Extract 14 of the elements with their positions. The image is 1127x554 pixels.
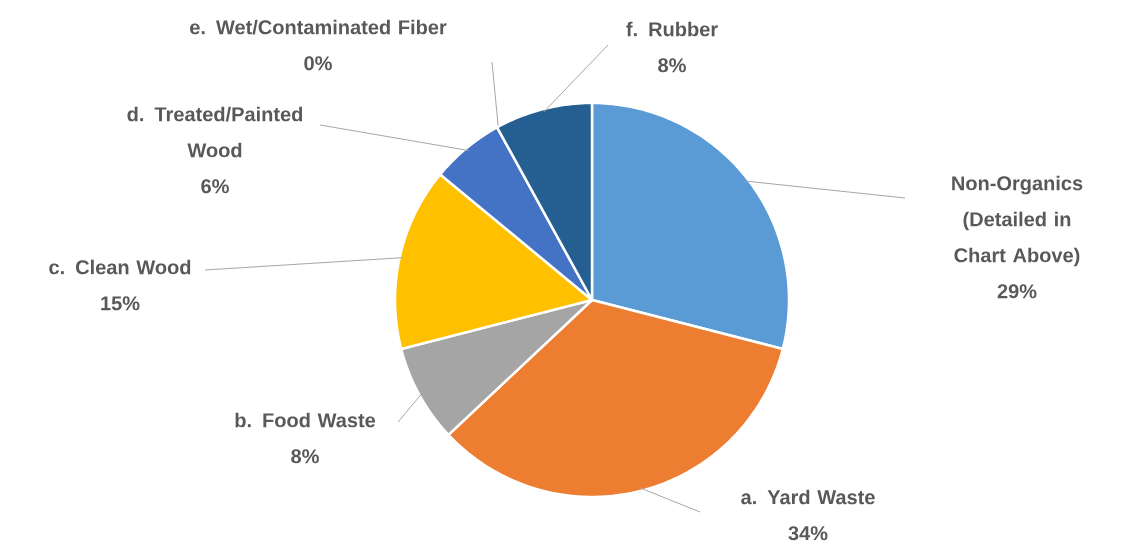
category-label: e. Wet/Contaminated Fiber <box>190 19 447 35</box>
slice-label: a. Yard Waste <box>741 489 875 505</box>
slice-label: b. Food Waste <box>235 412 376 428</box>
text: 0% <box>304 56 332 71</box>
data-label: 34% <box>788 526 828 541</box>
slice-label: f. Rubber <box>626 21 718 37</box>
slice-label: d. Treated/Painted Wood <box>127 106 303 158</box>
slice-label: c. Clean Wood <box>49 259 191 275</box>
slice-label: Non-Organics (Detailed in Chart Above) <box>952 175 1083 267</box>
data-label: 8% <box>291 449 319 464</box>
data-label: 29% <box>997 284 1037 299</box>
data-label: 15% <box>101 296 140 311</box>
data-label: 8% <box>658 58 686 73</box>
data-label: 6% <box>201 179 229 194</box>
